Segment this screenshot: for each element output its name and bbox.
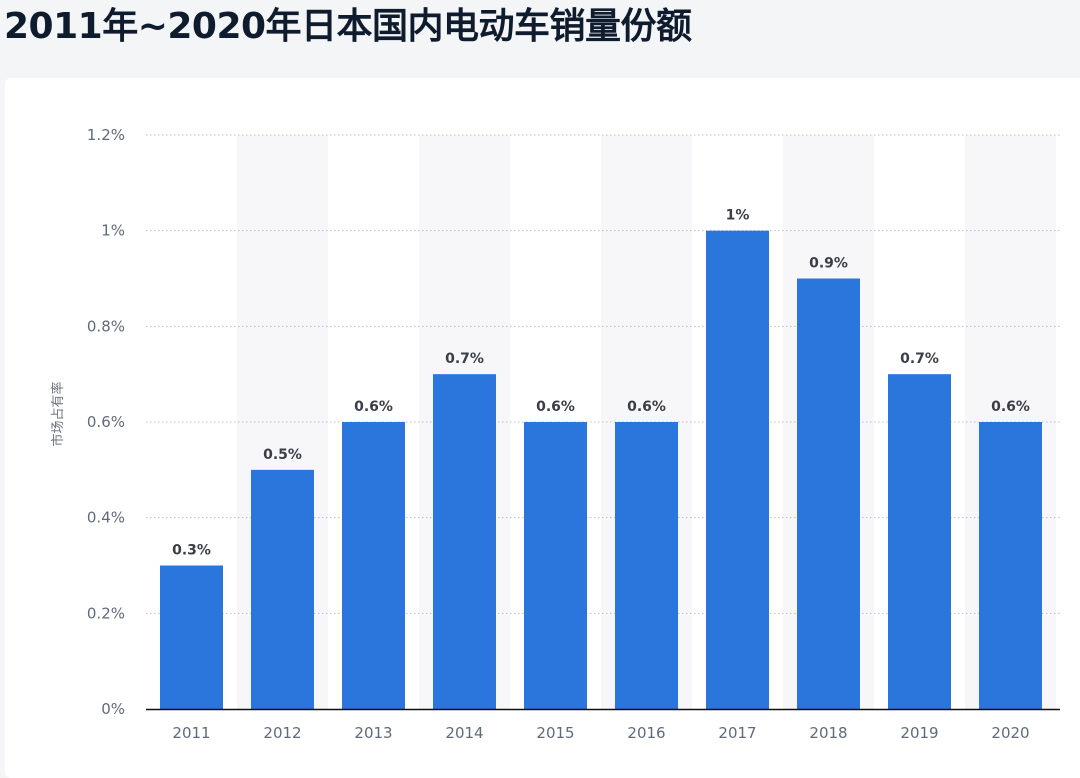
- y-tick-label: 0.6%: [87, 413, 125, 431]
- y-tick-label: 0.8%: [87, 317, 125, 335]
- bar-2013[interactable]: [342, 422, 405, 709]
- x-tick-label: 2018: [809, 724, 847, 742]
- x-tick-label: 2017: [718, 724, 756, 742]
- x-tick-label: 2019: [900, 724, 938, 742]
- bar-2014[interactable]: [433, 374, 496, 709]
- data-label: 0.7%: [445, 351, 484, 367]
- bar-2017[interactable]: [706, 230, 769, 709]
- data-label: 0.3%: [172, 543, 211, 559]
- x-tick-label: 2020: [991, 724, 1029, 742]
- x-tick-label: 2013: [354, 724, 392, 742]
- data-label: 0.6%: [991, 399, 1030, 415]
- bar-chart: 0% 0.2% 0.4% 0.6% 0.8% 1% 1.2% 0.3% 0.5% 0.6% 0.7…: [50, 126, 1060, 742]
- data-label: 0.9%: [809, 256, 848, 272]
- page-title: 2011年~2020年日本国内电动车销量份额: [4, 6, 692, 47]
- data-label: 1%: [726, 208, 750, 224]
- data-label: 0.5%: [263, 447, 302, 463]
- bar-2016[interactable]: [615, 422, 678, 709]
- y-tick-label: 1.2%: [87, 126, 125, 144]
- data-label: 0.6%: [354, 399, 393, 415]
- y-axis-title: 市场占有率: [50, 381, 66, 446]
- bar-2012[interactable]: [251, 469, 314, 709]
- bar-2015[interactable]: [524, 422, 587, 709]
- bar-2020[interactable]: [979, 422, 1042, 709]
- bar-2018[interactable]: [797, 278, 860, 710]
- x-tick-label: 2015: [536, 724, 574, 742]
- data-label: 0.6%: [627, 399, 666, 415]
- y-tick-label: 0.2%: [87, 604, 125, 622]
- x-tick-label: 2016: [627, 724, 665, 742]
- chart-card: 0% 0.2% 0.4% 0.6% 0.8% 1% 1.2% 0.3% 0.5% 0.6% 0.7…: [5, 78, 1080, 778]
- y-tick-label: 0.4%: [87, 509, 125, 527]
- bar-2019[interactable]: [888, 374, 951, 709]
- data-label: 0.7%: [900, 351, 939, 367]
- x-tick-label: 2012: [263, 724, 301, 742]
- x-tick-label: 2014: [445, 724, 483, 742]
- y-tick-label: 0%: [101, 700, 125, 718]
- bar-2011[interactable]: [160, 565, 223, 710]
- data-label: 0.6%: [536, 399, 575, 415]
- y-tick-label: 1%: [101, 222, 125, 240]
- x-tick-label: 2011: [172, 724, 210, 742]
